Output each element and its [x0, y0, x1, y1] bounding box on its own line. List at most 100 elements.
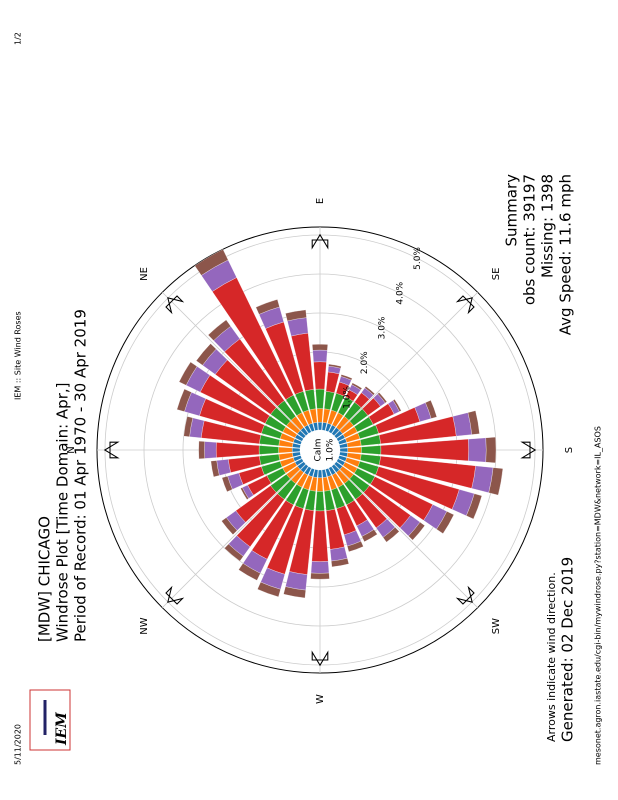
bar-segment	[221, 475, 233, 492]
direction-arrow	[311, 650, 329, 667]
logo-frame	[29, 689, 71, 751]
bar-segment	[310, 572, 330, 580]
calm-circle	[300, 430, 340, 470]
header-date: 5/11/2020	[14, 724, 23, 765]
logo	[29, 689, 71, 751]
bar-segment	[408, 521, 425, 541]
bar-segment	[436, 511, 455, 534]
bar-segment	[238, 563, 261, 581]
bar-segment	[316, 408, 324, 423]
bar-segment	[204, 441, 217, 459]
ring-label: 2.0%	[360, 351, 370, 374]
direction-label: N	[66, 446, 77, 453]
chart-period: Period of Record: 01 Apr 1970 - 30 Apr 2…	[72, 309, 90, 642]
direction-arrow	[103, 441, 120, 459]
bar-segment	[258, 445, 279, 455]
bar-segment	[466, 493, 483, 520]
arrow-shape	[165, 295, 185, 315]
arrow-shape	[311, 650, 329, 667]
bar-segment	[382, 527, 400, 543]
arrow-shape	[103, 441, 120, 459]
generated: Generated: 02 Dec 2019	[559, 557, 577, 742]
ring-label: 3.0%	[378, 316, 388, 339]
bar-segment	[488, 467, 504, 496]
direction-arrow	[165, 295, 185, 315]
bar-segment	[255, 299, 280, 315]
spoke	[162, 292, 321, 451]
header-title: IEM :: Site Wind Roses	[14, 311, 23, 400]
bar-segment	[392, 399, 402, 412]
calm-label: Calm	[314, 438, 324, 461]
direction-arrow	[455, 585, 475, 605]
bar-segment	[468, 437, 487, 463]
summary-line: obs count: 39197	[521, 174, 539, 305]
bar-segment	[316, 477, 324, 492]
chart-title: [MDW] CHICAGO	[36, 516, 54, 642]
bar-segment	[361, 445, 382, 455]
bar-segment	[176, 388, 192, 412]
bar-segment	[198, 440, 205, 460]
bar-segment	[331, 558, 350, 568]
bar-segment	[292, 447, 301, 453]
direction-arrow	[520, 441, 537, 459]
direction-arrow	[311, 233, 329, 250]
ring-label: 4.0%	[395, 281, 405, 304]
summary-line: Avg Speed: 11.6 mph	[557, 174, 575, 335]
logo-text: IEM	[54, 712, 70, 746]
bar-segment	[328, 363, 342, 369]
bar-segment	[210, 460, 220, 478]
bar-segment	[278, 446, 293, 454]
bar-segment	[315, 388, 325, 409]
bar-segment	[351, 382, 363, 391]
bar-segment	[361, 529, 378, 542]
direction-label: SE	[491, 268, 502, 281]
bar-segment	[313, 361, 327, 390]
direction-arrow	[165, 585, 185, 605]
bar-segment	[317, 422, 323, 431]
direction-label: S	[564, 447, 575, 453]
direction-label: W	[315, 694, 326, 704]
bar-segment	[312, 349, 328, 363]
bar-segment	[485, 436, 497, 464]
bar-segment	[257, 581, 281, 598]
bar-segment	[221, 517, 238, 535]
bar-segment	[425, 400, 437, 419]
bar-segment	[196, 343, 217, 366]
direction-arrow	[455, 295, 475, 315]
footer-url: mesonet.agron.iastate.edu/cgi-bin/mywind…	[594, 426, 603, 765]
bar-segment	[207, 319, 231, 341]
bar-segment	[312, 344, 328, 351]
ring-label: 5.0%	[413, 247, 423, 270]
chart-subtitle: Windrose Plot [Time Domain: Apr,]	[54, 383, 72, 643]
direction-label: NE	[139, 267, 150, 281]
bar-segment	[377, 392, 388, 404]
page-number: 1/2	[14, 32, 23, 45]
bar-segment	[310, 561, 330, 574]
spoke	[319, 292, 478, 451]
arrow-shape	[165, 585, 185, 605]
bar-segment	[315, 491, 325, 512]
direction-label: SW	[491, 618, 502, 634]
arrow-shape	[311, 233, 329, 250]
direction-label: NW	[139, 617, 150, 634]
spoke	[319, 449, 478, 608]
bar-segment	[311, 510, 329, 562]
bar-segment	[194, 249, 229, 276]
calm-value: 1.0%	[326, 438, 336, 461]
summary-line: Summary	[503, 174, 521, 247]
arrow-shape	[455, 295, 475, 315]
bar-segment	[283, 586, 306, 599]
bar-segment	[240, 487, 249, 500]
direction-label: E	[315, 198, 326, 204]
note: Arrows indicate wind direction.	[545, 572, 558, 742]
summary-line: Missing: 1398	[539, 174, 557, 278]
spoke	[162, 449, 321, 608]
bar-segment	[216, 442, 260, 458]
bar-segment	[364, 386, 375, 396]
bar-segment	[339, 447, 348, 453]
arrow-shape	[455, 585, 475, 605]
bar-segment	[347, 540, 364, 552]
arrow-shape	[520, 441, 537, 459]
windrose	[96, 226, 544, 674]
